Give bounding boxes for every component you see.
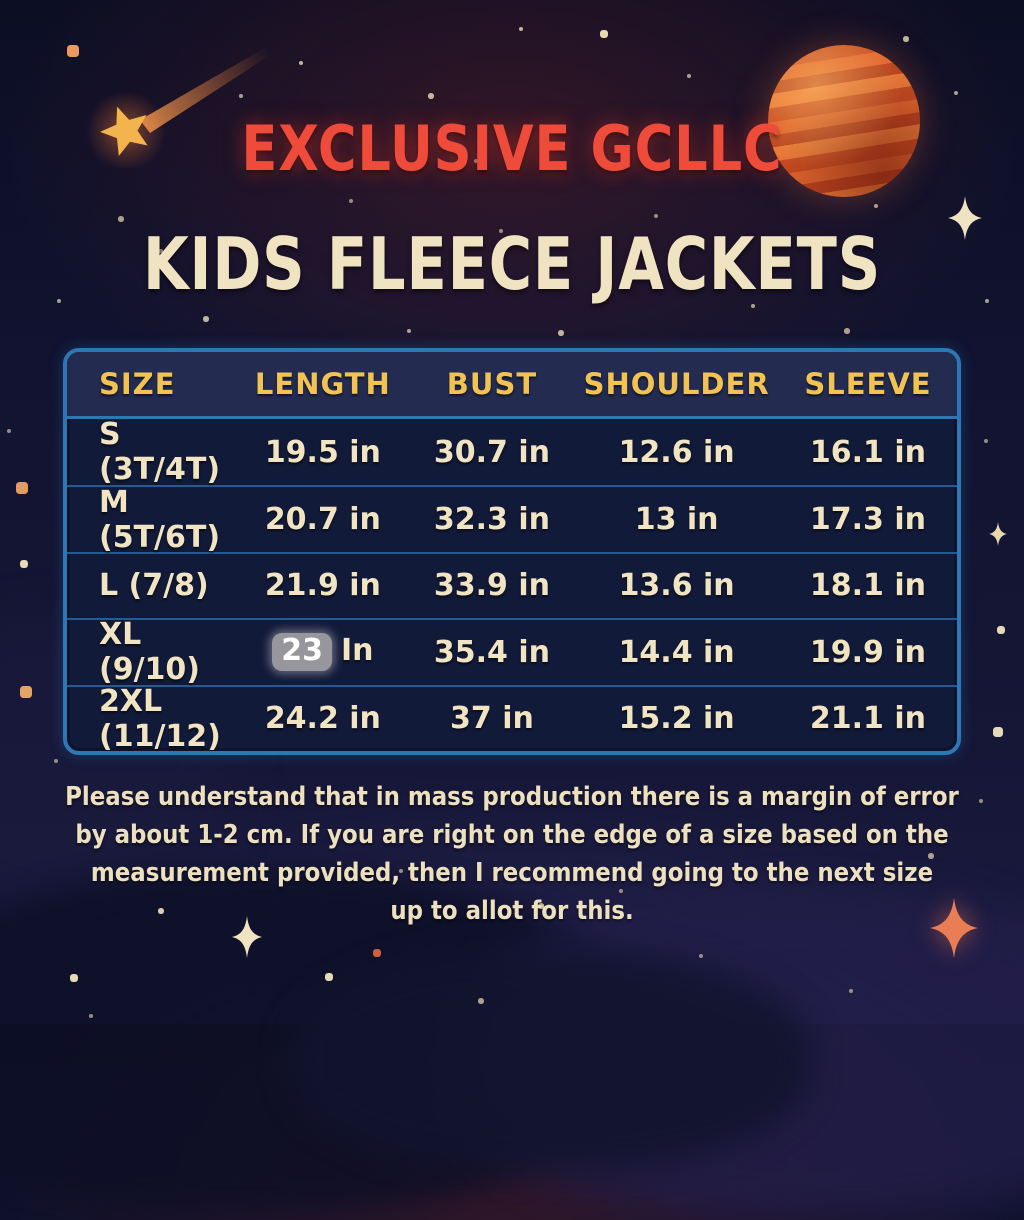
cell-length: 24.2 in: [264, 701, 381, 737]
cell-length: 20.7 in: [264, 502, 381, 538]
product-title: KIDS FLEECE JACKETS: [142, 222, 882, 306]
cell-size: S (3T/4T): [99, 417, 221, 488]
disclaimer-line: measurement provided, then I recommend g…: [90, 858, 934, 888]
planet-icon: [768, 45, 920, 197]
highlighted-value-badge: 23: [272, 633, 332, 672]
col-header-length: LENGTH: [254, 367, 391, 401]
shooting-star-icon: [86, 46, 272, 168]
sparkle-icon: [948, 196, 982, 240]
sparkle-icon-orange: [930, 898, 978, 958]
cloud-shape: [290, 950, 810, 1170]
cell-size: XL (9/10): [99, 617, 201, 688]
cell-shoulder: 12.6 in: [618, 434, 735, 470]
cell-length: 19.5 in: [264, 434, 381, 470]
cell-shoulder: 13.6 in: [618, 568, 735, 604]
cell-bust: 32.3 in: [433, 502, 551, 538]
planet-shading: [768, 45, 920, 197]
sparkle-icon: [989, 522, 1007, 546]
cell-bust: 30.7 in: [433, 434, 551, 470]
highlighted-value-unit: In: [340, 633, 374, 669]
cell-shoulder: 14.4 in: [618, 634, 735, 670]
cell-size: 2XL (11/12): [99, 683, 221, 754]
table-header-row: SIZE LENGTH BUST SHOULDER SLEEVE: [67, 352, 957, 419]
disclaimer-line: up to allot for this.: [390, 896, 634, 926]
sizing-disclaimer: Please understand that in mass productio…: [61, 778, 962, 930]
cell-sleeve: 19.9 in: [809, 634, 927, 670]
col-header-sleeve: SLEEVE: [804, 367, 932, 401]
cell-sleeve: 21.1 in: [809, 701, 927, 737]
disclaimer-line: Please understand that in mass productio…: [65, 782, 959, 812]
cell-sleeve: 16.1 in: [809, 434, 927, 470]
cell-sleeve: 18.1 in: [809, 568, 927, 604]
size-chart-table: SIZE LENGTH BUST SHOULDER SLEEVE S (3T/4…: [63, 348, 961, 755]
cell-sleeve: 17.3 in: [809, 502, 927, 538]
cell-bust: 35.4 in: [433, 634, 551, 670]
table-row-m: M (5T/6T) 20.7 in 32.3 in 13 in 17.3 in: [67, 485, 957, 555]
brand-title: EXCLUSIVE GCLLC: [241, 112, 783, 185]
sparkle-icon: [232, 916, 262, 958]
cell-shoulder: 15.2 in: [618, 701, 735, 737]
cell-size: L (7/8): [99, 568, 209, 604]
cell-length-highlighted: 23 In: [236, 633, 410, 672]
disclaimer-line: by about 1-2 cm. If you are right on the…: [75, 820, 949, 850]
cell-length: 21.9 in: [264, 568, 381, 604]
cell-size: M (5T/6T): [99, 484, 221, 555]
cell-shoulder: 13 in: [634, 502, 719, 538]
col-header-shoulder: SHOULDER: [583, 367, 770, 401]
col-header-bust: BUST: [446, 367, 538, 401]
table-row-l: L (7/8) 21.9 in 33.9 in 13.6 in 18.1 in: [67, 551, 957, 618]
col-header-size: SIZE: [99, 367, 176, 401]
cell-bust: 33.9 in: [433, 568, 551, 604]
table-row-xl: XL (9/10) 23 In 35.4 in 14.4 in 19.9 in: [67, 617, 957, 688]
starfield: [0, 0, 2, 2]
table-row-s: S (3T/4T) 19.5 in 30.7 in 12.6 in 16.1 i…: [67, 417, 957, 488]
table-row-2xl: 2XL (11/12) 24.2 in 37 in 15.2 in 21.1 i…: [67, 683, 957, 754]
cell-bust: 37 in: [450, 701, 534, 737]
